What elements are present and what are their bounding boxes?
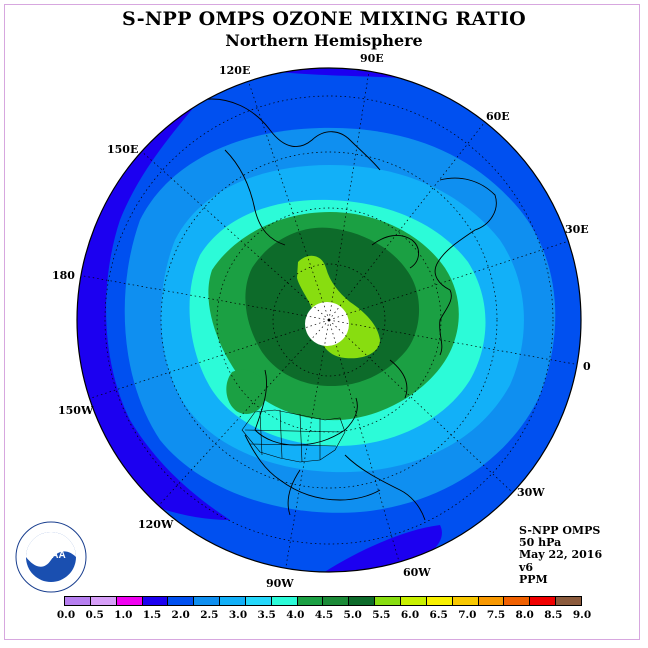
colorbar-tick-label: 1.0 (114, 609, 133, 621)
lon-label-60e: 60E (486, 110, 510, 123)
meridians (77, 68, 581, 572)
coastlines (199, 98, 497, 521)
colorbar-swatch (142, 597, 169, 605)
colorbar-swatch (452, 597, 479, 605)
colorbar-swatch (116, 597, 143, 605)
colorbar-swatch (220, 597, 246, 605)
colorbar-tick-label: 3.5 (257, 609, 276, 621)
map-border (76, 67, 582, 573)
map-subtitle: Northern Hemisphere (225, 31, 423, 50)
colorbar-swatch (245, 597, 272, 605)
colorbar-swatch (426, 597, 453, 605)
colorbar-swatch (349, 597, 376, 605)
colorbar-tick-label: 8.5 (544, 609, 563, 621)
lon-label-150e: 150E (107, 143, 139, 156)
colorbar-swatch (90, 597, 117, 605)
colorbar-tick-label: 2.5 (200, 609, 219, 621)
colorbar-tick-label: 6.5 (429, 609, 448, 621)
noaa-logo-text: NOAA (36, 550, 65, 561)
info-instrument: S-NPP OMPS (519, 524, 601, 537)
colorbar-tick-label: 5.5 (372, 609, 391, 621)
colorbar-swatch (194, 597, 221, 605)
colorbar-tick-label: 8.0 (515, 609, 534, 621)
colorbar-tick-label: 7.5 (486, 609, 506, 621)
colorbar-labels: 0.0 0.5 1.0 1.5 2.0 2.5 3.0 3.5 4.0 4.5 5.0 5.5 6.0 6… (0, 609, 648, 623)
colorbar-swatch (556, 597, 581, 605)
colorbar-swatch (530, 597, 557, 605)
lon-label-90e: 90E (360, 52, 384, 65)
colorbar-tick-label: 0.5 (85, 609, 104, 621)
info-date: May 22, 2016 (519, 548, 603, 562)
info-block: S-NPP OMPS 50 hPa May 22, 2016 v6 PPM (519, 524, 603, 586)
lon-label-180: 180 (52, 269, 75, 282)
info-units: PPM (519, 572, 548, 586)
map-title: S-NPP OMPS OZONE MIXING RATIO (121, 8, 527, 30)
lon-label-90w: 90W (266, 577, 294, 590)
lon-label-150w: 150W (58, 404, 94, 417)
ozone-field (77, 68, 581, 572)
colorbar-tick-label: 0.0 (56, 609, 76, 621)
figure-frame (4, 4, 640, 640)
colorbar-tick-label: 2.0 (171, 609, 190, 621)
colorbar-tick-label: 5.0 (343, 609, 362, 621)
band-1-5-2-0-north (280, 68, 400, 78)
colorbar-swatch (271, 597, 298, 605)
lon-label-120e: 120E (219, 64, 251, 77)
colorbar-tick-label: 7.0 (458, 609, 477, 621)
colorbar-swatch (478, 597, 505, 605)
colorbar-swatch (168, 597, 195, 605)
colorbar-tick-label: 6.0 (400, 609, 420, 621)
noaa-logo: NOAA (15, 521, 87, 593)
info-level: 50 hPa (519, 536, 562, 550)
lon-label-120w: 120W (138, 518, 174, 531)
colorbar-tick-label: 4.5 (314, 609, 334, 621)
lon-label-30e: 30E (565, 223, 589, 236)
colorbar-swatch (323, 597, 350, 605)
info-version: v6 (519, 560, 534, 574)
polar-no-data (305, 302, 349, 346)
colorbar-swatch (297, 597, 324, 605)
us-states-grid (241, 409, 346, 463)
colorbar-tick-label: 3.0 (228, 609, 248, 621)
colorbar-tick-label: 9.0 (572, 609, 592, 621)
lon-label-0: 0 (583, 360, 591, 373)
band-4-0-4-5-patch (226, 369, 266, 414)
colorbar-swatch (375, 597, 401, 605)
colorbar-tick-label: 1.5 (142, 609, 162, 621)
colorbar-swatch (400, 597, 427, 605)
colorbar-swatch (504, 597, 531, 605)
colorbar-swatch (65, 597, 91, 605)
colorbar-tick-label: 4.0 (286, 609, 305, 621)
colorbar (64, 596, 582, 606)
lon-label-60w: 60W (403, 566, 431, 579)
lon-label-30w: 30W (517, 486, 545, 499)
